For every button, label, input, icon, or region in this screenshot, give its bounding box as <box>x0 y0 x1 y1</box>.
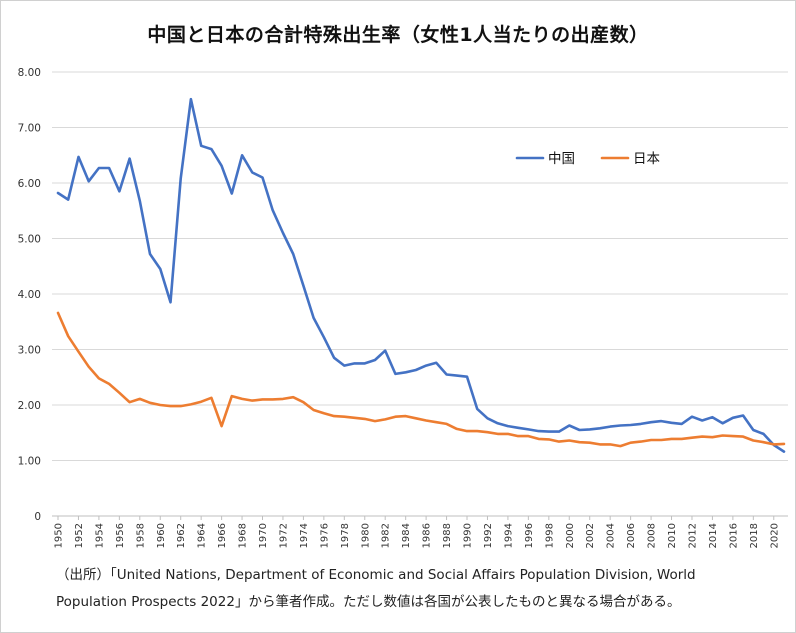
y-tick-label: 1.00 <box>18 456 41 468</box>
x-tick-label: 1994 <box>503 523 514 548</box>
y-tick-label: 6.00 <box>18 178 41 190</box>
x-tick-label: 1958 <box>135 523 146 548</box>
x-tick-label: 2002 <box>585 523 596 548</box>
gridlines <box>52 71 788 517</box>
x-tick-label: 1992 <box>483 523 494 548</box>
x-tick-label: 1964 <box>197 523 208 548</box>
x-tick-label: 1954 <box>94 523 105 548</box>
legend-label-1: 中国 <box>548 151 575 167</box>
source-note-line-1: （出所）「United Nations, Department of Econo… <box>56 567 696 583</box>
legend: 中国 日本 <box>515 151 661 167</box>
x-tick-label: 1980 <box>360 523 371 548</box>
x-tick-label: 2004 <box>606 523 617 548</box>
y-tick-label: 5.00 <box>18 234 41 246</box>
x-tick-label: 1968 <box>238 523 249 548</box>
series-line-2 <box>56 311 786 448</box>
x-tick-label: 1976 <box>319 523 330 548</box>
series-lines <box>56 97 786 453</box>
x-tick-label: 2016 <box>728 523 739 548</box>
x-tick-label: 1974 <box>299 523 310 548</box>
x-tick-label: 2008 <box>647 523 658 548</box>
x-tick-label: 1984 <box>401 523 412 548</box>
x-tick-label: 1972 <box>278 523 289 548</box>
x-tick-label: 2010 <box>667 523 678 548</box>
y-tick-label: 8.00 <box>18 67 41 79</box>
x-tick-label: 1998 <box>544 523 555 548</box>
x-tick-label: 1986 <box>422 523 433 548</box>
legend-label-2: 日本 <box>633 151 661 167</box>
y-tick-label: 3.00 <box>18 345 41 357</box>
x-tick-label: 2020 <box>769 523 780 548</box>
y-tick-label: 7.00 <box>18 123 41 135</box>
x-tick-label: 2000 <box>565 523 576 548</box>
x-tick-label: 1966 <box>217 523 228 548</box>
source-note-line-2: Population Prospects 2022」から筆者作成。ただし数値は各… <box>56 594 681 610</box>
x-tick-label: 2006 <box>626 523 637 548</box>
x-tick-label: 2018 <box>749 523 760 548</box>
y-tick-label: 4.00 <box>18 289 41 301</box>
y-axis: 0 1.00 2.00 3.00 4.00 5.00 6.00 7.00 8.00 <box>18 67 41 523</box>
y-tick-label: 0 <box>34 511 41 523</box>
source-note: （出所）「United Nations, Department of Econo… <box>56 562 776 616</box>
x-tick-label: 1952 <box>74 523 85 548</box>
x-tick-label: 1962 <box>176 523 187 548</box>
x-tick-label: 1996 <box>524 523 535 548</box>
x-tick-label: 1950 <box>54 523 65 548</box>
x-tick-label: 1970 <box>258 523 269 548</box>
x-tick-label: 1956 <box>115 523 126 548</box>
x-tick-label: 2012 <box>687 523 698 548</box>
x-axis: 1950 1952 1954 1956 1958 1960 1962 1964 1966 1968… <box>54 516 780 548</box>
x-tick-label: 1988 <box>442 523 453 548</box>
x-tick-label: 1990 <box>463 523 474 548</box>
x-tick-label: 1978 <box>340 523 351 548</box>
x-tick-label: 1960 <box>156 523 167 548</box>
y-tick-label: 2.00 <box>18 400 41 412</box>
chart-title: 中国と日本の合計特殊出生率（女性1人当たりの出産数） <box>147 24 649 46</box>
series-line-1 <box>56 97 786 453</box>
x-tick-label: 1982 <box>381 523 392 548</box>
x-tick-label: 2014 <box>708 523 719 548</box>
